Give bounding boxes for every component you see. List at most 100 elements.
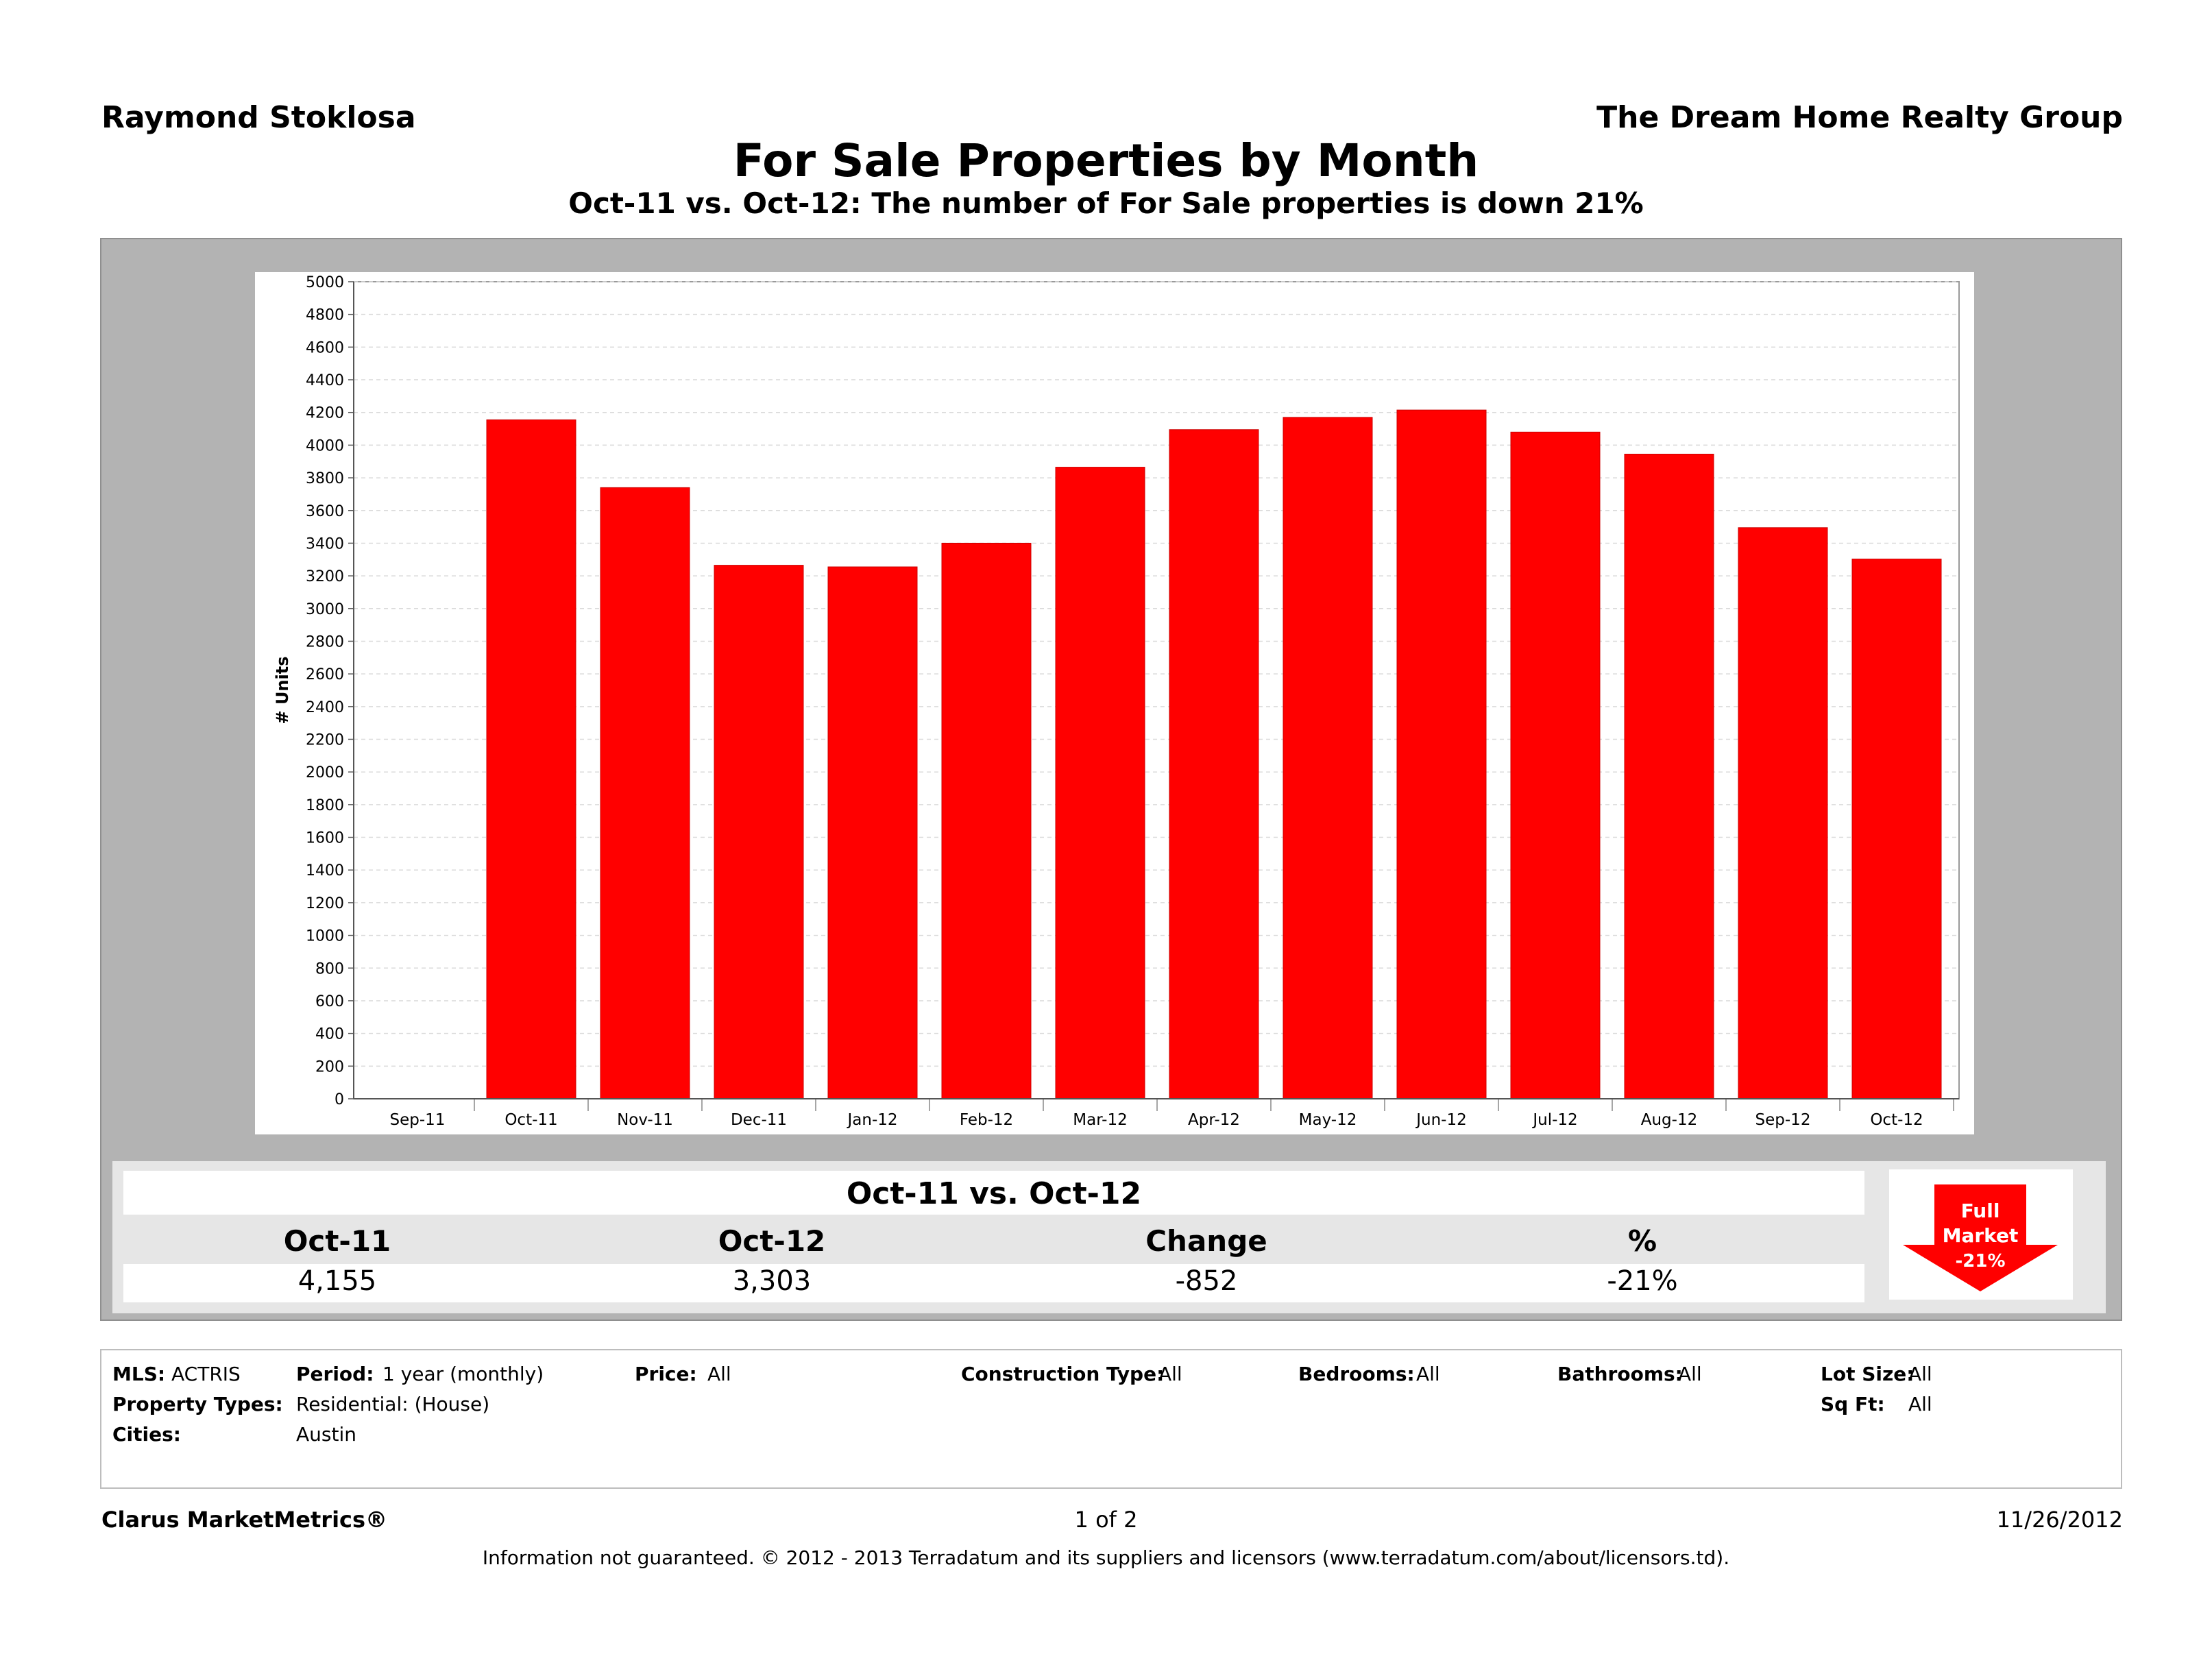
x-tick-label: Oct-12 [1870,1111,1923,1129]
x-tick-label: Dec-11 [731,1111,787,1129]
period-label: Period: [296,1363,374,1385]
y-tick-label: 3400 [306,535,344,552]
y-tick-label: 3600 [306,503,344,520]
x-tick-label: Aug-12 [1641,1111,1697,1129]
y-tick-label: 3000 [306,601,344,618]
bar-chart: 0 200 400 600 800 1000 1200 1400 1600 1800 2000 220… [255,272,1974,1134]
period-value: 1 year (monthly) [382,1363,544,1385]
bar-jan-12 [827,566,918,1099]
summary-header-change: Change [1145,1224,1267,1258]
y-tick-label: 4200 [306,405,344,422]
footer-date: 11/26/2012 [1996,1507,2123,1533]
criteria-box: MLS: ACTRIS Period: 1 year (monthly) Pri… [100,1349,2122,1489]
summary-title: Oct-11 vs. Oct-12 [846,1176,1142,1211]
lotsize-value: All [1908,1363,1932,1385]
footer-disclaimer: Information not guaranteed. © 2012 - 201… [482,1546,1730,1569]
badge-line2: Market [1943,1224,2019,1247]
x-tick-label: Sep-11 [390,1111,446,1129]
bar-jun-12 [1396,409,1487,1099]
summary-header-oct12: Oct-12 [718,1224,826,1258]
bar-may-12 [1283,417,1373,1099]
proptypes-label: Property Types: [112,1393,283,1415]
badge-line3: -21% [1955,1251,2005,1272]
summary-value-change: -852 [1175,1265,1238,1297]
y-tick-label: 2200 [306,732,344,749]
bar-oct-11 [486,419,576,1099]
badge-line1: Full [1961,1200,2000,1222]
y-tick-label: 5000 [306,274,344,291]
y-tick-label: 4600 [306,339,344,356]
bar-aug-12 [1624,454,1714,1099]
x-tick-label: Nov-11 [617,1111,673,1129]
page-title: For Sale Properties by Month [733,134,1479,187]
market-badge: Full Market -21% [1889,1169,2073,1300]
x-tick-label: Oct-11 [505,1111,557,1129]
x-tick-label: Jun-12 [1415,1111,1467,1129]
x-tick-label: Jan-12 [846,1111,897,1129]
bar-feb-12 [941,542,1032,1099]
footer-page-number: 1 of 2 [1074,1507,1138,1533]
cities-label: Cities: [112,1423,181,1446]
mls-value: ACTRIS [171,1363,241,1385]
bar-jul-12 [1510,431,1601,1099]
sqft-value: All [1908,1393,1932,1415]
page-subtitle: Oct-11 vs. Oct-12: The number of For Sal… [568,186,1644,220]
y-tick-label: 4400 [306,372,344,389]
y-tick-label: 2000 [306,764,344,781]
bar-dec-11 [714,565,804,1099]
bedrooms-value: All [1416,1363,1440,1385]
y-tick-label: 200 [315,1058,344,1075]
lotsize-label: Lot Size: [1821,1363,1915,1385]
summary-panel: Oct-11 vs. Oct-12 Oct-11 Oct-12 Change %… [112,1161,2106,1313]
summary-values-band [123,1264,1864,1302]
bathrooms-value: All [1678,1363,1702,1385]
summary-value-oct12: 3,303 [732,1265,812,1297]
y-tick-label: 1800 [306,797,344,814]
x-tick-label: Mar-12 [1073,1111,1128,1129]
bar-mar-12 [1055,467,1145,1099]
bar-sep-12 [1738,527,1828,1099]
y-tick-label: 2400 [306,699,344,716]
plot-area [353,281,1960,1099]
bar-nov-11 [600,487,690,1099]
x-tick-label: Jul-12 [1531,1111,1577,1129]
y-tick-label: 0 [335,1091,344,1108]
mls-label: MLS: [112,1363,166,1385]
summary-value-percent: -21% [1607,1265,1678,1297]
bathrooms-label: Bathrooms: [1557,1363,1683,1385]
y-tick-label: 2600 [306,666,344,683]
y-tick-label: 1400 [306,862,344,879]
construction-label: Construction Type: [961,1363,1165,1385]
sqft-label: Sq Ft: [1821,1393,1885,1415]
x-tick-label: Apr-12 [1188,1111,1240,1129]
chart-frame: 0 200 400 600 800 1000 1200 1400 1600 1800 2000 220… [100,238,2122,1321]
y-tick-label: 3200 [306,568,344,585]
footer-brand: Clarus MarketMetrics® [101,1507,388,1533]
x-tick-label: May-12 [1299,1111,1357,1129]
y-tick-label: 600 [315,993,344,1010]
y-tick-label: 4800 [306,307,344,324]
summary-header-percent: % [1627,1224,1657,1258]
bar-oct-12 [1851,559,1942,1099]
x-tick-label: Feb-12 [960,1111,1013,1129]
y-tick-label: 800 [315,960,344,977]
y-tick-label: 1200 [306,895,344,912]
company-name: The Dream Home Realty Group [1596,100,2123,135]
y-tick-label: 4000 [306,437,344,454]
cities-value: Austin [296,1423,356,1446]
bedrooms-label: Bedrooms: [1298,1363,1415,1385]
y-tick-label: 1600 [306,830,344,847]
construction-value: All [1158,1363,1182,1385]
agent-name: Raymond Stoklosa [101,100,416,135]
price-value: All [707,1363,731,1385]
proptypes-value: Residential: (House) [296,1393,490,1415]
bar-apr-12 [1169,429,1259,1099]
price-label: Price: [635,1363,697,1385]
y-tick-label: 2800 [306,633,344,650]
y-tick-label: 1000 [306,928,344,945]
summary-header-oct11: Oct-11 [283,1224,391,1258]
y-axis-label: # Units [273,656,292,724]
x-tick-label: Sep-12 [1755,1111,1811,1129]
y-tick-label: 400 [315,1026,344,1043]
down-arrow-icon [1903,1184,2058,1291]
